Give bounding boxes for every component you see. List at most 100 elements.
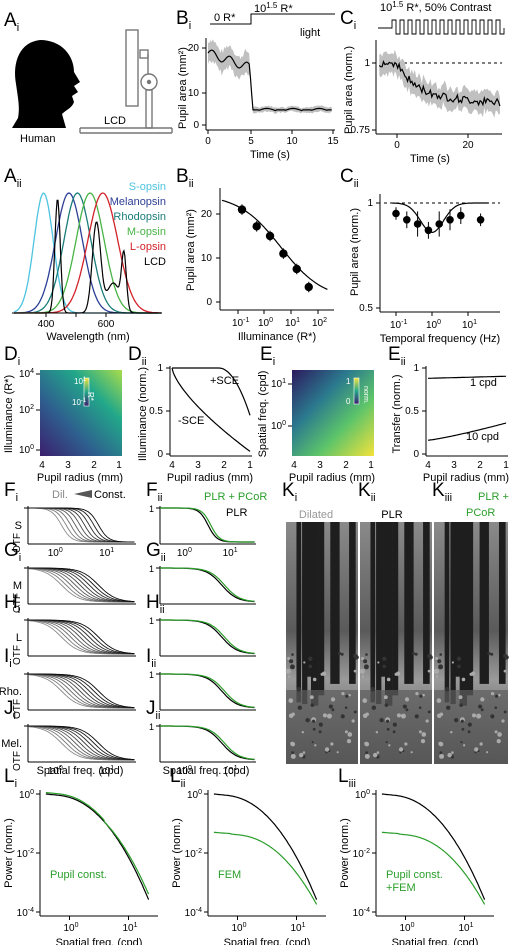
foliage-speck	[346, 739, 352, 744]
otf-curve	[28, 673, 135, 708]
foliage-speck	[436, 698, 442, 703]
foliage-speck	[427, 653, 432, 659]
tree-trunk	[311, 522, 319, 706]
label-l-i: Li	[4, 766, 17, 790]
tree-trunk	[302, 522, 308, 705]
foliage-speck	[287, 657, 291, 661]
foliage-speck	[328, 704, 333, 709]
sem-band	[379, 49, 500, 118]
foliage-speck	[402, 704, 407, 709]
otf-curve	[28, 619, 135, 654]
foliage-speck	[308, 656, 313, 662]
label-l-ii: Lii	[170, 766, 185, 790]
foliage-speck	[438, 664, 444, 670]
foliage-speck	[375, 731, 379, 734]
foliage-speck	[396, 713, 401, 718]
y-tick-label: 1	[149, 564, 154, 574]
foliage-speck	[337, 651, 342, 656]
forest-image-2	[359, 522, 433, 764]
foliage-speck	[347, 732, 353, 737]
foliage-speck	[330, 742, 334, 746]
foliage-speck	[437, 659, 442, 664]
foliage-speck	[386, 727, 390, 731]
otf-y-axis-label: OTF	[12, 593, 23, 613]
foliage-speck	[353, 653, 358, 659]
data-point	[279, 249, 288, 258]
label-h-i: Hi	[4, 592, 20, 616]
x-tick-label: 100	[258, 317, 273, 329]
otf-y-axis-label: OTF	[12, 699, 23, 719]
tree-trunk	[318, 522, 325, 696]
foliage-speck	[324, 747, 330, 752]
label-c-ii: Cii	[340, 166, 359, 190]
foliage-speck	[437, 713, 442, 719]
foliage-speck	[439, 653, 443, 656]
foliage-speck	[400, 713, 406, 719]
tree-trunk	[459, 522, 468, 706]
x-tick-label: 0	[205, 136, 211, 147]
panel-e-ii: 1 0.5 0 4 3 2 1 Pupil radius (mm) Transf…	[391, 363, 509, 484]
y-axis-label: Illuminance (norm.)	[137, 367, 149, 461]
tree-trunk	[498, 522, 506, 684]
foliage-speck	[291, 751, 295, 755]
sigmoid-fit	[221, 199, 328, 290]
tree-trunk	[450, 522, 456, 705]
foliage-speck	[288, 713, 294, 719]
foliage-speck	[422, 693, 425, 697]
tree-trunk	[385, 522, 393, 706]
y-tick-label: 1	[157, 363, 163, 374]
foliage-speck	[451, 661, 454, 664]
condition-label: Pupil const.	[386, 869, 443, 881]
stimulus-light-label: 101.5 R*	[254, 1, 293, 15]
foliage-speck	[502, 653, 508, 659]
foliage-speck	[410, 751, 413, 754]
y-axis-label: Pupil area (norm.)	[349, 208, 361, 296]
legend-entry: M-opsin	[127, 226, 166, 238]
x-tick-label: 100	[232, 922, 247, 934]
power-spectrum-panel-1: 100 10-2 10-4 100 101 Power (norm.) Spatial fr…	[3, 789, 158, 945]
colorbar-top-label: 1	[346, 377, 351, 386]
temporal-fit-and-points	[392, 202, 489, 239]
foliage-speck	[395, 671, 401, 676]
foliage-speck	[379, 717, 384, 723]
x-tick-label: 20	[462, 140, 474, 151]
foliage-speck	[451, 751, 454, 754]
y-tick-label: 0.5	[149, 406, 163, 417]
foliage-speck	[446, 705, 451, 710]
y-tick-label: 100	[187, 789, 202, 801]
foliage-speck	[361, 675, 365, 678]
y-tick-label: 20	[201, 209, 213, 220]
foliage-speck	[454, 717, 459, 723]
forest-image-3	[433, 522, 509, 764]
foliage-speck	[318, 730, 322, 734]
label-i-ii: Iii	[146, 646, 156, 670]
mean-trace	[207, 49, 332, 112]
plr-pcor-otf-curve	[160, 507, 255, 543]
colorbar-top-label: 101	[74, 377, 87, 386]
foliage-speck	[370, 686, 376, 692]
y-tick-label: 1	[149, 670, 154, 680]
panel-c-i: 101.5 R*, 50% Contrast 1 0.75 0 20 Time …	[343, 0, 505, 165]
foliage-speck	[461, 677, 466, 682]
y-tick-label: 102	[19, 404, 34, 416]
x-axis-label: Temporal frequency (Hz)	[380, 333, 500, 345]
label-j-ii: Jii	[146, 698, 160, 722]
foliage-speck	[398, 747, 404, 752]
otf-curve	[28, 567, 135, 602]
foliage-speck	[364, 741, 369, 746]
data-point	[403, 216, 411, 224]
foliage-speck	[311, 741, 314, 744]
data-point	[476, 216, 485, 224]
y-tick-label: 10-4	[185, 907, 202, 919]
foliage-speck	[419, 694, 423, 698]
otf-row-label: S	[15, 520, 22, 532]
foliage-speck	[303, 661, 306, 664]
foliage-speck	[458, 695, 463, 700]
x-axis-label: Time (s)	[250, 149, 290, 161]
foliage-speck	[496, 739, 501, 744]
foliage-speck	[371, 705, 377, 710]
x-axis-label: Time (s)	[410, 153, 450, 165]
foliage-speck	[457, 664, 461, 669]
legend-entry: LCD	[144, 256, 166, 268]
panel-b-i: 0 R* 101.5 R* light 0 10 20 0 5 10 15 Ti…	[177, 1, 339, 161]
